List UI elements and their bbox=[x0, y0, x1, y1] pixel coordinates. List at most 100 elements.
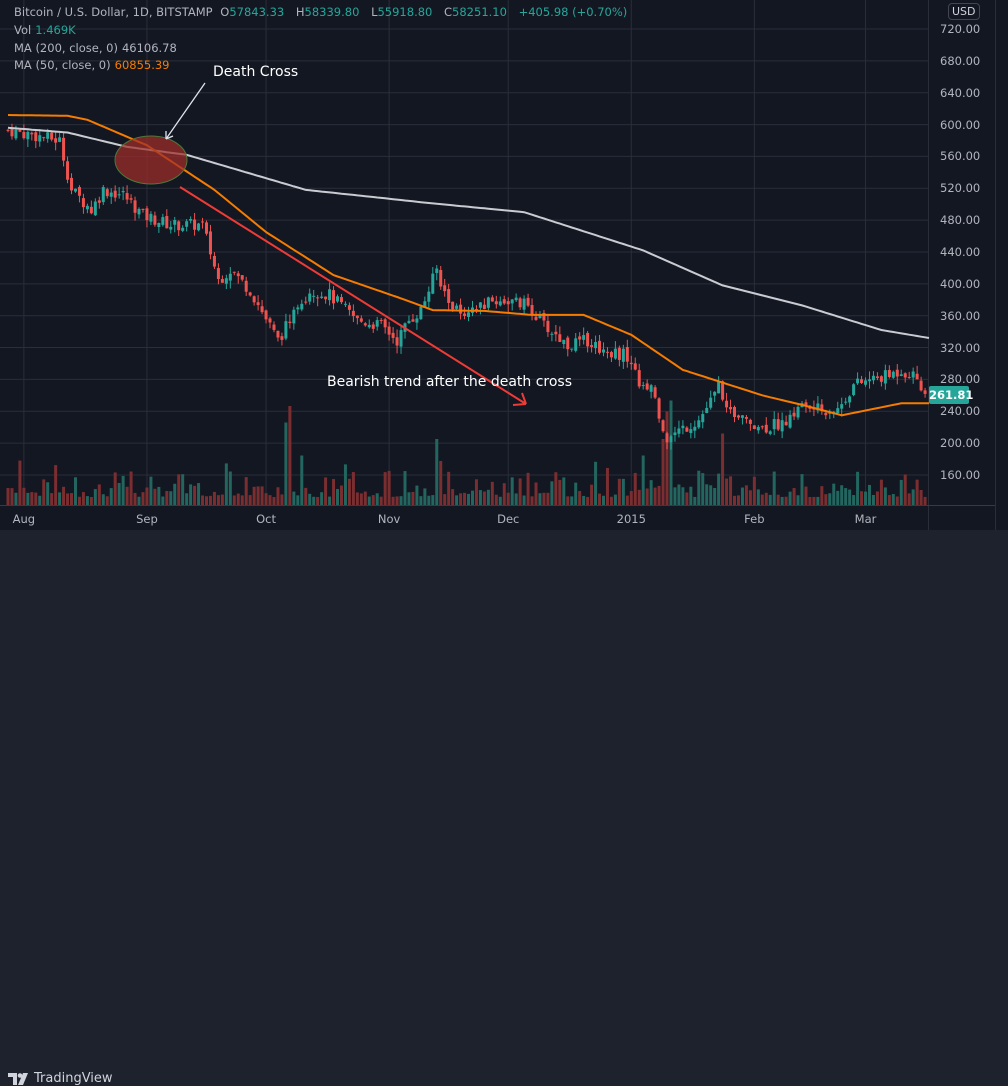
chart-area[interactable]: Bitcoin / U.S. Dollar, 1D, BITSTAMP O578… bbox=[0, 0, 1008, 530]
volume-bar bbox=[709, 485, 713, 505]
candle-body bbox=[586, 332, 590, 347]
volume-bar bbox=[447, 471, 451, 505]
price-tick-label: 280.00 bbox=[940, 372, 981, 387]
candle-body bbox=[824, 412, 828, 416]
price-chart[interactable] bbox=[0, 0, 1008, 530]
volume-bar bbox=[173, 483, 177, 505]
volume-bar bbox=[81, 492, 85, 505]
candle-body bbox=[911, 371, 915, 378]
candle-body bbox=[272, 324, 276, 330]
symbol-title[interactable]: Bitcoin / U.S. Dollar, 1D, BITSTAMP bbox=[14, 5, 213, 19]
candle-body bbox=[554, 331, 558, 335]
volume-bar bbox=[923, 496, 927, 505]
volume-bar bbox=[185, 493, 189, 505]
candle-body bbox=[343, 303, 347, 305]
candle-body bbox=[197, 223, 201, 231]
candle-body bbox=[141, 208, 145, 210]
volume-legend[interactable]: Vol 1.469K bbox=[14, 23, 80, 37]
candle-body bbox=[117, 194, 121, 196]
candle-body bbox=[669, 436, 673, 443]
last-price-label: 261.81 bbox=[929, 386, 974, 404]
price-tick-label: 520.00 bbox=[940, 181, 981, 196]
volume-bar bbox=[54, 465, 58, 505]
volume-bar bbox=[478, 490, 482, 505]
candle-body bbox=[10, 128, 14, 137]
volume-bar bbox=[347, 478, 351, 505]
candle-body bbox=[891, 371, 895, 378]
candle-body bbox=[113, 190, 117, 198]
candle-body bbox=[665, 433, 669, 443]
candle-body bbox=[6, 129, 10, 131]
volume-bar bbox=[77, 496, 81, 505]
ma50-label: MA (50, close, 0) bbox=[14, 58, 111, 72]
volume-bar bbox=[590, 484, 594, 505]
volume-bar bbox=[617, 478, 621, 505]
candle-body bbox=[232, 271, 236, 273]
volume-bar bbox=[665, 411, 669, 505]
volume-bar bbox=[121, 475, 125, 505]
volume-bar bbox=[6, 488, 10, 505]
candle-body bbox=[645, 383, 649, 390]
volume-bar bbox=[808, 496, 812, 505]
volume-bar bbox=[776, 494, 780, 505]
candle-body bbox=[641, 385, 645, 387]
volume-bar bbox=[701, 473, 705, 505]
candle-body bbox=[725, 400, 729, 408]
candle-body bbox=[332, 290, 336, 304]
candle-body bbox=[73, 188, 77, 192]
volume-bar bbox=[169, 491, 173, 505]
candle-body bbox=[486, 297, 490, 308]
ma200-legend[interactable]: MA (200, close, 0) 46106.78 bbox=[14, 41, 181, 55]
candle-body bbox=[760, 426, 764, 428]
volume-bar bbox=[244, 477, 248, 505]
candle-body bbox=[776, 419, 780, 430]
volume-bar bbox=[367, 496, 371, 505]
volume-bar bbox=[574, 482, 578, 505]
price-tick-label: 400.00 bbox=[940, 276, 981, 291]
volume-bar bbox=[899, 479, 903, 505]
candle-body bbox=[836, 408, 840, 414]
candle-body bbox=[34, 132, 38, 142]
volume-bar bbox=[518, 478, 522, 505]
candle-body bbox=[538, 314, 542, 319]
candle-body bbox=[447, 289, 451, 303]
candle-body bbox=[244, 280, 248, 292]
volume-bar bbox=[482, 491, 486, 505]
candle-body bbox=[391, 332, 395, 338]
volume-bar bbox=[339, 485, 343, 505]
candle-body bbox=[701, 414, 705, 423]
candle-body bbox=[240, 275, 244, 280]
volume-bar bbox=[486, 489, 490, 505]
volume-bar bbox=[431, 495, 435, 505]
volume-bar bbox=[336, 489, 340, 505]
candle-body bbox=[506, 301, 510, 305]
candle-body bbox=[653, 387, 657, 398]
volume-bar bbox=[205, 496, 208, 505]
currency-button[interactable]: USD bbox=[948, 3, 980, 20]
volume-bar bbox=[177, 474, 181, 505]
tradingview-logo[interactable]: TradingView bbox=[8, 1071, 113, 1086]
volume-bar bbox=[332, 479, 336, 505]
high-label: H bbox=[295, 5, 305, 19]
volume-bar bbox=[494, 494, 498, 505]
volume-bar bbox=[506, 492, 510, 505]
candle-body bbox=[308, 293, 312, 302]
volume-bar bbox=[407, 492, 411, 505]
candle-body bbox=[534, 316, 538, 320]
volume-bar bbox=[796, 495, 800, 505]
candle-body bbox=[840, 404, 844, 409]
candle-body bbox=[852, 384, 856, 395]
candle-body bbox=[518, 298, 522, 308]
volume-bar bbox=[435, 439, 439, 505]
candle-body bbox=[871, 375, 875, 381]
candle-body bbox=[58, 137, 62, 142]
ma50-legend[interactable]: MA (50, close, 0) 60855.39 bbox=[14, 58, 174, 72]
ma200-label: MA (200, close, 0) bbox=[14, 41, 118, 55]
volume-bar bbox=[455, 495, 459, 505]
volume-bar bbox=[42, 479, 46, 505]
volume-bar bbox=[316, 496, 320, 505]
candle-body bbox=[435, 268, 439, 273]
candle-body bbox=[359, 318, 363, 322]
volume-bar bbox=[586, 496, 590, 505]
volume-bar bbox=[598, 493, 602, 505]
